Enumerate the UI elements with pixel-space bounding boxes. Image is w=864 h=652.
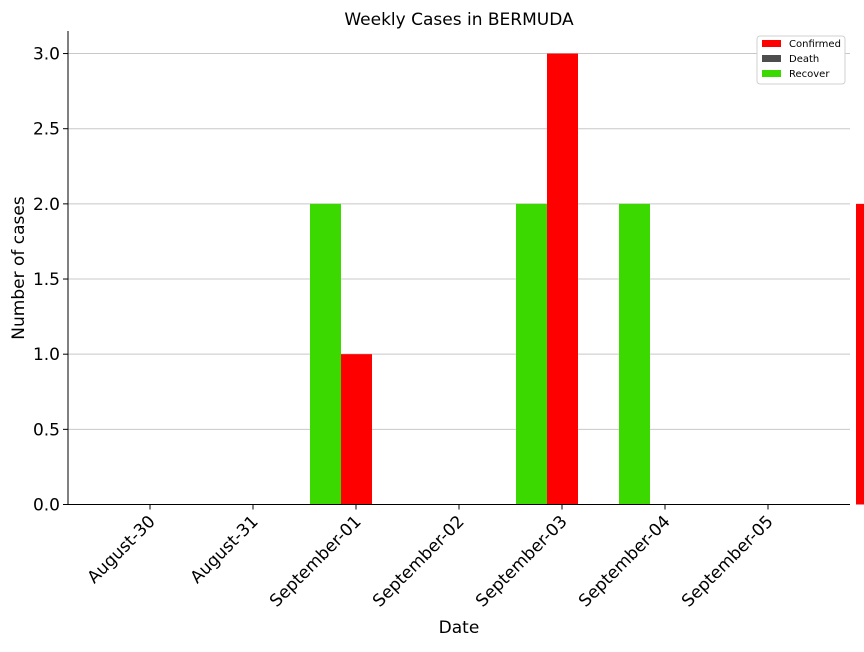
bar-recover [310, 203, 341, 505]
x-axis-label: Date [439, 618, 480, 638]
bar-recover [619, 203, 650, 505]
bar-recover [516, 203, 547, 505]
bars [310, 53, 864, 505]
gridlines [68, 53, 850, 430]
x-tick-label: September-01 [266, 512, 365, 611]
legend-label: Recover [789, 69, 830, 80]
y-ticks: 0.0 0.5 1.0 1.5 2.0 2.5 3.0 [33, 45, 68, 516]
legend-swatch [762, 70, 781, 77]
x-tick-label: August-31 [187, 512, 263, 588]
bar-confirmed [341, 354, 372, 505]
y-tick-label: 1.0 [33, 345, 60, 365]
x-tick-label: September-05 [678, 512, 777, 611]
x-tick-label: September-04 [575, 512, 674, 611]
legend-label: Death [789, 54, 819, 65]
x-tick-label: September-02 [369, 512, 468, 611]
y-tick-label: 1.5 [33, 270, 60, 290]
y-tick-label: 2.5 [33, 120, 60, 140]
y-tick-label: 0.5 [33, 420, 60, 440]
legend-label: Confirmed [789, 39, 841, 50]
x-tick-label: September-03 [472, 512, 571, 611]
bar-confirmed [856, 203, 864, 505]
x-ticks: August-30 August-31 September-01 September-… [84, 504, 778, 611]
x-tick-label: August-30 [84, 512, 160, 588]
chart-title: Weekly Cases in BERMUDA [344, 10, 574, 30]
y-axis-label: Number of cases [9, 196, 29, 340]
y-tick-label: 2.0 [33, 195, 60, 215]
legend: Confirmed Death Recover [756, 35, 846, 85]
y-tick-label: 3.0 [33, 45, 60, 65]
bar-confirmed [547, 53, 578, 505]
axes [67, 31, 850, 505]
legend-swatch [762, 55, 781, 62]
y-tick-label: 0.0 [33, 496, 60, 516]
legend-swatch [762, 40, 781, 47]
